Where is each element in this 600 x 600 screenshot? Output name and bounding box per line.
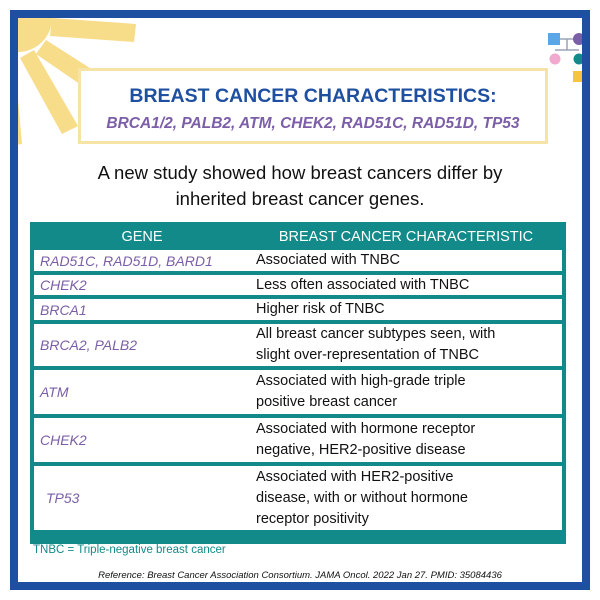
table-row: CHEK2 Less often associated with TNBC <box>34 275 562 295</box>
characteristic-line: positive breast cancer <box>256 394 398 410</box>
characteristic-line: receptor positivity <box>256 510 369 527</box>
characteristic-cell: Associated with high-grade triple positi… <box>252 371 562 413</box>
page-title: BREAST CANCER CHARACTERISTICS: <box>129 85 497 107</box>
pedigree-logo-icon <box>548 33 582 82</box>
gene-cell: TP53 <box>46 490 80 506</box>
sun-rays-decoration-icon <box>18 18 136 145</box>
table-row: ATM Associated with high-grade triple po… <box>34 370 562 414</box>
characteristic-cell: Less often associated with TNBC <box>252 275 562 296</box>
gene-cell: CHEK2 <box>40 432 87 448</box>
reference-citation: Reference: Breast Cancer Association Con… <box>98 570 502 581</box>
characteristic-cell: All breast cancer subtypes seen, with sl… <box>252 324 562 366</box>
table-row: CHEK2 Associated with hormone receptor n… <box>34 418 562 462</box>
table-row: TP53 Associated with HER2-positive disea… <box>34 466 562 530</box>
characteristic-cell: Associated with TNBC <box>252 250 562 271</box>
characteristic-line: Associated with HER2-positive <box>256 468 454 485</box>
table-header: GENE BREAST CANCER CHARACTERISTIC <box>34 226 562 246</box>
gene-cell: CHEK2 <box>40 277 87 293</box>
intro-text: A new study showed how breast cancers di… <box>40 160 560 212</box>
characteristic-line: slight over-representation of TNBC <box>256 347 479 363</box>
gene-list-subtitle: BRCA1/2, PALB2, ATM, CHEK2, RAD51C, RAD5… <box>106 115 520 132</box>
gene-cell: RAD51C, RAD51D, BARD1 <box>40 252 213 269</box>
characteristic-line: Higher risk of TNBC <box>256 301 385 317</box>
characteristic-line: All breast cancer subtypes seen, with <box>256 326 496 342</box>
characteristic-cell: Associated with HER2-positive disease, w… <box>252 467 562 530</box>
characteristic-line: negative, HER2-positive disease <box>256 442 466 458</box>
characteristic-cell: Associated with hormone receptor negativ… <box>252 419 562 461</box>
gene-cell: BRCA1 <box>40 301 87 318</box>
characteristic-cell: Higher risk of TNBC <box>252 299 562 320</box>
gene-cell: ATM <box>40 384 69 400</box>
characteristic-line: Associated with hormone receptor <box>256 421 476 437</box>
intro-line-2: inherited breast cancer genes. <box>175 188 425 209</box>
characteristic-line: Associated with high-grade triple <box>256 373 466 389</box>
table-row: BRCA1 Higher risk of TNBC <box>34 299 562 320</box>
characteristic-line: Associated with TNBC <box>256 252 400 268</box>
header-characteristic: BREAST CANCER CHARACTERISTIC <box>278 229 534 245</box>
table-row: BRCA2, PALB2 All breast cancer subtypes … <box>34 324 562 366</box>
table-row: RAD51C, RAD51D, BARD1 Associated with TN… <box>34 250 562 271</box>
characteristic-line: Less often associated with TNBC <box>256 276 470 293</box>
title-box: BREAST CANCER CHARACTERISTICS: BRCA1/2, … <box>78 68 548 144</box>
tnbc-footnote: TNBC = Triple-negative breast cancer <box>33 544 226 556</box>
header-gene: GENE <box>121 229 163 245</box>
intro-line-1: A new study showed how breast cancers di… <box>97 162 503 183</box>
characteristic-line: disease, with or without hormone <box>256 489 468 506</box>
gene-cell: BRCA2, PALB2 <box>40 337 138 353</box>
gene-characteristics-table: GENE BREAST CANCER CHARACTERISTIC RAD51C… <box>30 222 566 544</box>
